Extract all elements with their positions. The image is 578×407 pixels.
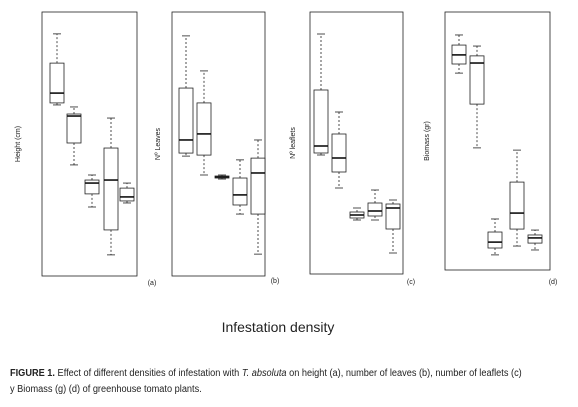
box: [385, 203, 401, 230]
panel-label: (b): [271, 278, 280, 285]
box: [487, 231, 503, 249]
box: [527, 234, 543, 244]
panel-frame: [41, 11, 138, 277]
box: [331, 133, 347, 173]
box: [103, 147, 119, 231]
y-axis-label: Height (cm): [15, 126, 22, 162]
panel-frame: [171, 11, 266, 277]
box: [84, 179, 100, 195]
y-axis-label: Nº Leaves: [155, 127, 162, 160]
box: [49, 62, 65, 104]
box: [66, 113, 82, 144]
box: [313, 89, 329, 154]
box: [250, 157, 266, 215]
x-axis-label: Infestation density: [222, 319, 335, 335]
caption: FIGURE 1. Effect of different densities …: [10, 366, 525, 398]
box: [509, 181, 525, 230]
box: [119, 187, 135, 202]
y-axis-label: Biomass (gr): [424, 121, 431, 161]
panel-label: (c): [407, 279, 415, 286]
box: [469, 55, 485, 105]
box: [196, 102, 212, 156]
panel-frame: [309, 11, 404, 275]
caption-text: on height (a), number of leaves (b), num…: [10, 368, 522, 395]
caption-label: FIGURE 1.: [10, 368, 55, 379]
panel-label: (a): [148, 280, 157, 287]
y-axis-label: Nº leaflets: [290, 127, 297, 159]
box: [367, 202, 383, 217]
caption-species: T. absoluta: [241, 368, 287, 379]
box: [178, 87, 194, 154]
caption-text: Effect of different densities of infesta…: [57, 368, 240, 379]
panel-frame: [444, 11, 551, 271]
box: [232, 177, 248, 206]
panel-label: (d): [549, 279, 558, 286]
